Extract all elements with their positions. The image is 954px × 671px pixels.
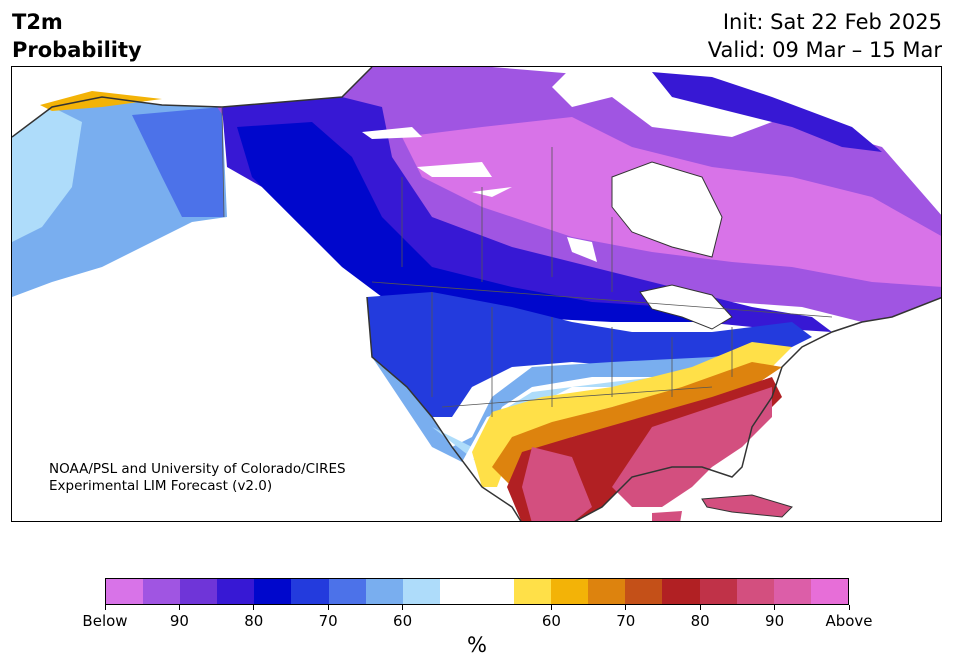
great-lakes	[639, 284, 733, 330]
variable-title: T2m	[12, 10, 63, 34]
credit-text: NOAA/PSL and University of Colorado/CIRE…	[49, 461, 346, 495]
colorbar-tick-label: 90	[169, 612, 189, 630]
colorbar-segment	[773, 579, 811, 604]
cuba-warm	[701, 494, 793, 518]
date-block: Init: Sat 22 Feb 2025 Valid: 09 Mar – 15…	[708, 8, 942, 64]
colorbar-tick-mark	[402, 605, 404, 610]
colorbar-tick-label: 90	[765, 612, 785, 630]
colorbar-segment	[180, 579, 218, 604]
map-canvas	[12, 67, 941, 521]
colorbar-segment	[810, 579, 848, 604]
colorbar-tick-mark	[178, 605, 180, 610]
colorbar-segment	[699, 579, 737, 604]
canadian-lakes	[362, 127, 597, 262]
alaska-mid-zone	[132, 107, 224, 217]
mexico-pink	[522, 447, 592, 521]
colorbar-tick-mark	[327, 605, 329, 610]
colorbar-tick-label: Below	[82, 612, 128, 630]
colorbar-segment	[254, 579, 292, 604]
colorbar-segment	[402, 579, 440, 604]
colorbar-tick-label: 80	[690, 612, 710, 630]
coastline	[12, 67, 941, 521]
caribbean-island	[652, 511, 682, 521]
arctic-islands	[652, 72, 882, 152]
colorbar-tick-label: 70	[318, 612, 338, 630]
colorbar-tick-mark	[625, 605, 627, 610]
colorbar-tick-label: 70	[616, 612, 636, 630]
colorbar-tick-mark	[848, 605, 850, 610]
product-title: Probability	[12, 38, 142, 62]
colorbar-segment	[625, 579, 663, 604]
colorbar-tick-label: 60	[541, 612, 561, 630]
colorbar-segment	[588, 579, 626, 604]
colorbar-tick-mark	[104, 605, 106, 610]
colorbar-segment	[514, 579, 552, 604]
colorbar-segment	[476, 579, 515, 604]
colorbar-segment	[365, 579, 403, 604]
hudson-bay	[611, 161, 723, 258]
colorbar-segment	[143, 579, 181, 604]
colorbar-tick-mark	[253, 605, 255, 610]
alaska-light-zone	[12, 107, 82, 242]
colorbar-tick-label: 80	[244, 612, 264, 630]
colorbar-segment	[551, 579, 589, 604]
forecast-map	[11, 66, 942, 522]
colorbar-segment	[291, 579, 329, 604]
south-warm-orange	[492, 362, 782, 487]
colorbar-segment	[106, 579, 144, 604]
borders	[221, 106, 833, 417]
us-mid-blue	[372, 347, 782, 462]
colorbar-segment	[328, 579, 366, 604]
valid-range: Valid: 09 Mar – 15 Mar	[707, 38, 942, 62]
colorbar	[105, 578, 849, 605]
colorbar-segment	[736, 579, 774, 604]
colorbar-tick-label: 60	[393, 612, 413, 630]
colorbar-tick-mark	[699, 605, 701, 610]
south-warm-pink	[612, 387, 772, 507]
credit-line-1: NOAA/PSL and University of Colorado/CIRE…	[49, 461, 346, 477]
alaska-north-warm	[40, 91, 162, 111]
init-date: Init: Sat 22 Feb 2025	[722, 10, 942, 34]
title-block: T2m Probability	[12, 8, 142, 64]
colorbar-tick-label: Above	[825, 612, 873, 630]
colorbar-tick-mark	[774, 605, 776, 610]
colorbar-segment	[217, 579, 255, 604]
us-west-blue	[367, 292, 812, 417]
northern-deep-blue	[237, 122, 732, 322]
colorbar-tick-mark	[550, 605, 552, 610]
credit-line-2: Experimental LIM Forecast (v2.0)	[49, 478, 273, 494]
colorbar-segment	[439, 579, 477, 604]
colorbar-unit: %	[467, 633, 487, 657]
colorbar-segment	[662, 579, 700, 604]
